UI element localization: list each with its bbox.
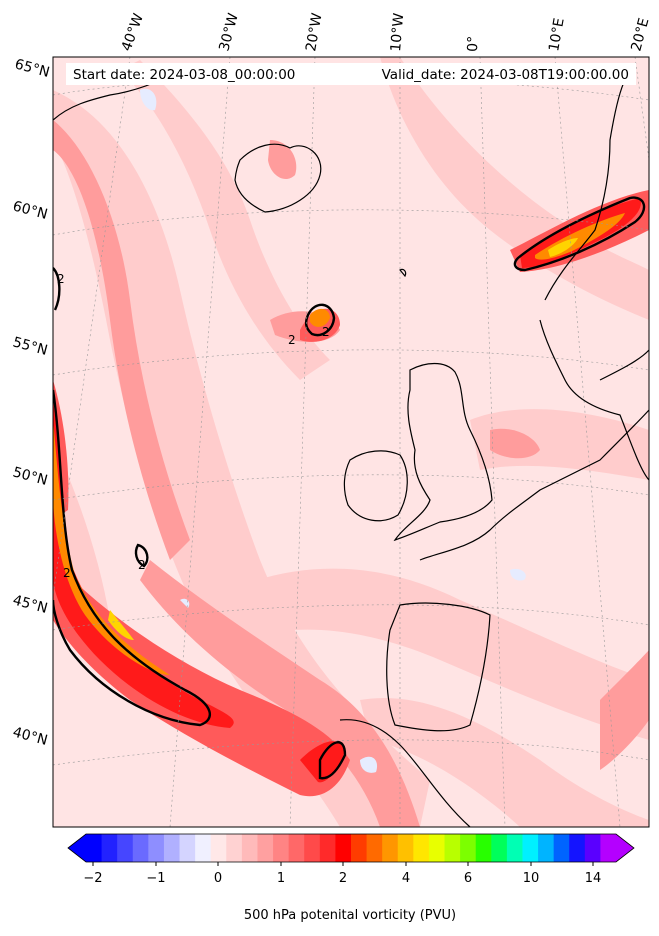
colorbar-segment <box>491 834 508 862</box>
colorbar-segment <box>444 834 461 862</box>
colorbar-segment <box>335 834 352 862</box>
colorbar-segment <box>382 834 399 862</box>
header-box <box>66 63 636 85</box>
map-frame <box>52 56 650 828</box>
lon-label: 0° <box>465 36 482 52</box>
colorbar-segment <box>132 834 149 862</box>
africa-coast <box>339 719 471 827</box>
colorbar-tick-label: 4 <box>402 871 410 886</box>
latitude-labels: 65°N 60°N 55°N 50°N 45°N 40°N <box>11 56 51 749</box>
colorbar-segment <box>506 834 523 862</box>
lon-label: 10°W <box>388 12 407 52</box>
colorbar-tick-label: 14 <box>585 871 602 886</box>
colorbar-tick-label: 2 <box>339 871 347 886</box>
colorbar-segment <box>553 834 570 862</box>
colorbar-segment <box>351 834 367 862</box>
colorbar-segment <box>241 834 258 862</box>
colorbar-segment <box>319 834 336 862</box>
valid-date-label: Valid_date: 2024-03-08T19:00:00.00 <box>382 67 629 83</box>
colorbar-segment <box>366 834 383 862</box>
europe-coast <box>419 409 649 561</box>
contour-label: 2 <box>288 333 296 347</box>
colorbar-tick-label: 0 <box>214 871 222 886</box>
colorbar-segment <box>304 834 321 862</box>
colorbar-segment <box>210 834 227 862</box>
great-britain-coast <box>393 362 493 542</box>
colorbar-segment <box>117 834 134 862</box>
denmark-coast <box>539 319 649 481</box>
colorbar-segment <box>148 834 165 862</box>
lon-label: 20°E <box>628 16 652 53</box>
lon-label: 40°W <box>119 11 147 53</box>
colorbar-segment <box>600 834 617 862</box>
contour-label: 2 <box>138 558 146 572</box>
colorbar-segment <box>86 834 102 862</box>
colorbar-segment <box>257 834 274 862</box>
lat-label: 65°N <box>13 56 51 81</box>
pv-2-contours <box>53 196 646 780</box>
contour-label: 2 <box>322 325 330 339</box>
colorbar-segment <box>273 834 290 862</box>
pv-field <box>53 57 649 827</box>
lat-label: 50°N <box>11 464 49 489</box>
baltic-coast <box>599 349 649 381</box>
colorbar-tick-label: 10 <box>523 871 540 886</box>
colorbar-over-arrow <box>616 834 634 862</box>
colorbar-segment <box>475 834 492 862</box>
colorbar: −2 −1 0 1 2 4 6 10 14 500 hPa potenital … <box>67 833 635 923</box>
start-date-label: Start date: 2024-03-08_00:00:00 <box>73 67 295 83</box>
lon-label: 30°W <box>216 11 242 53</box>
colorbar-segment <box>538 834 555 862</box>
ireland-coast <box>343 450 408 522</box>
iceland-coast <box>234 143 322 213</box>
colorbar-segment <box>163 834 180 862</box>
contour-label-group: 2 2 2 2 2 <box>57 272 330 580</box>
graticule <box>53 57 649 827</box>
colorbar-segment <box>460 834 477 862</box>
colorbar-tick-label: −1 <box>146 871 165 886</box>
norway-coast <box>544 79 626 301</box>
iberia-coast <box>386 602 491 732</box>
contour-label: 2 <box>57 272 65 286</box>
colorbar-title: 500 hPa potenital vorticity (PVU) <box>244 908 456 923</box>
colorbar-under-arrow <box>68 834 86 862</box>
lon-label: 20°W <box>303 12 325 53</box>
colorbar-tick-label: 6 <box>464 871 472 886</box>
colorbar-segment <box>428 834 445 862</box>
contour-label: 2 <box>63 566 71 580</box>
coastlines <box>53 77 649 827</box>
pv-negative-patches <box>140 88 526 773</box>
lat-label: 60°N <box>11 198 49 223</box>
colorbar-segment <box>584 834 601 862</box>
lat-label: 55°N <box>11 334 49 359</box>
colorbar-segment <box>397 834 414 862</box>
colorbar-segment <box>179 834 196 862</box>
colorbar-segment <box>288 834 305 862</box>
colorbar-segment <box>195 834 212 862</box>
colorbar-segments <box>86 834 617 862</box>
colorbar-outline <box>67 833 635 863</box>
lon-label: 10°E <box>546 17 568 53</box>
colorbar-tick-label: 1 <box>277 871 285 886</box>
faroe-coast <box>399 268 407 278</box>
colorbar-segment <box>569 834 586 862</box>
colorbar-tick-labels: −2 −1 0 1 2 4 6 10 14 <box>83 871 601 886</box>
lat-label: 40°N <box>11 724 49 749</box>
longitude-labels: 40°W 30°W 20°W 10°W 0° 10°E 20°E <box>119 11 653 53</box>
colorbar-segment <box>522 834 539 862</box>
lat-label: 45°N <box>11 592 49 617</box>
colorbar-segment <box>413 834 430 862</box>
colorbar-tick-label: −2 <box>83 871 102 886</box>
colorbar-ticks <box>92 862 594 866</box>
colorbar-segment <box>101 834 118 862</box>
colorbar-segment <box>226 834 243 862</box>
